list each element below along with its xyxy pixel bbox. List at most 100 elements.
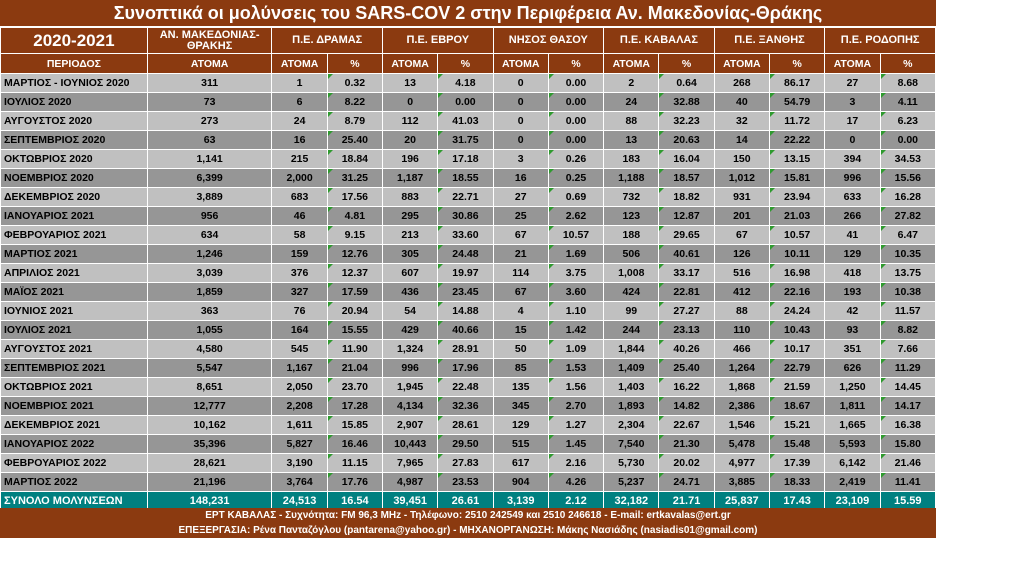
percent-cell: 22.67 [659, 416, 714, 434]
percent-cell: 27.27 [659, 302, 714, 320]
people-cell: 85 [493, 359, 548, 377]
percent-cell: 25.40 [659, 359, 714, 377]
people-cell: 1,868 [714, 378, 769, 396]
people-cell: 506 [604, 245, 659, 263]
percent-cell: 11.41 [880, 473, 935, 491]
table-title: Συνοπτικά οι μολύνσεις του SARS-COV 2 στ… [0, 0, 936, 26]
people-cell: 5,730 [604, 454, 659, 472]
table-row: ΜΑΡΤΙΟΣ - ΙΟΥΝΙΟΣ 2020 311 1 0.32 13 4.18 0 0.0… [1, 74, 935, 92]
percent-cell: 22.71 [438, 188, 493, 206]
people-cell: 0 [493, 131, 548, 149]
period-cell: ΦΕΒΡΟΥΑΡΙΟΣ 2022 [1, 454, 147, 472]
period-cell: ΦΕΒΡΟΥΑΡΙΟΣ 2021 [1, 226, 147, 244]
percent-cell: 15.55 [327, 321, 382, 339]
total-region-cell: 21,196 [147, 473, 272, 491]
people-cell: 215 [272, 150, 327, 168]
footer: ΕΡΤ ΚΑΒΑΛΑΣ - Συχνότητα: FM 96,3 MHz - Τ… [0, 508, 936, 538]
people-cell: 2,304 [604, 416, 659, 434]
percent-cell: 10.17 [770, 340, 825, 358]
percent-cell: 31.75 [438, 131, 493, 149]
percent-cell: 14.45 [880, 378, 935, 396]
percent-cell: 15.56 [880, 169, 935, 187]
region-header-kavala: Π.Ε. ΚΑΒΑΛΑΣ [604, 28, 714, 53]
percent-cell: 12.37 [327, 264, 382, 282]
region-header-rodopi: Π.Ε. ΡΟΔΟΠΗΣ [825, 28, 935, 53]
people-cell: 112 [383, 112, 438, 130]
percent-cell: 24.48 [438, 245, 493, 263]
people-cell: 244 [604, 321, 659, 339]
percent-cell: 40.61 [659, 245, 714, 263]
people-cell: 13 [383, 74, 438, 92]
total-region-cell: 10,162 [147, 416, 272, 434]
people-cell: 883 [383, 188, 438, 206]
percent-cell: 15.81 [770, 169, 825, 187]
people-cell: 21 [493, 245, 548, 263]
percent-cell: 8.82 [880, 321, 935, 339]
percent-cell: 26.61 [438, 492, 493, 510]
total-region-cell: 3,889 [147, 188, 272, 206]
percent-cell: 0.00 [548, 131, 604, 149]
percent-cell: 18.84 [327, 150, 382, 168]
people-cell: 1,167 [272, 359, 327, 377]
people-cell: 394 [825, 150, 880, 168]
percent-cell: 21.46 [880, 454, 935, 472]
percent-cell: 14.82 [659, 397, 714, 415]
percent-cell: 16.38 [880, 416, 935, 434]
percent-cell: 12.87 [659, 207, 714, 225]
percent-cell: 23.13 [659, 321, 714, 339]
percent-cell: 8.68 [880, 74, 935, 92]
percent-cell: 22.79 [770, 359, 825, 377]
people-cell: 67 [493, 226, 548, 244]
period-cell: ΙΑΝΟΥΑΡΙΟΣ 2022 [1, 435, 147, 453]
percent-cell: 4.18 [438, 74, 493, 92]
people-cell: 607 [383, 264, 438, 282]
people-header: ΑΤΟΜΑ [272, 54, 327, 73]
people-cell: 93 [825, 321, 880, 339]
table-row: ΜΑΡΤΙΟΣ 2022 21,196 3,764 17.76 4,987 23.53 90… [1, 473, 935, 491]
people-cell: 1,546 [714, 416, 769, 434]
people-cell: 24 [604, 93, 659, 111]
people-cell: 996 [825, 169, 880, 187]
people-header: ΑΤΟΜΑ [383, 54, 438, 73]
people-cell: 626 [825, 359, 880, 377]
people-header: ΑΤΟΜΑ [147, 54, 272, 73]
percent-cell: 0.32 [327, 74, 382, 92]
people-cell: 2 [604, 74, 659, 92]
people-cell: 50 [493, 340, 548, 358]
people-cell: 3,139 [493, 492, 548, 510]
people-cell: 436 [383, 283, 438, 301]
percent-cell: 4.81 [327, 207, 382, 225]
percent-cell: 15.80 [880, 435, 935, 453]
period-cell: ΔΕΚΕΜΒΡΙΟΣ 2021 [1, 416, 147, 434]
percent-header: % [548, 54, 604, 73]
percent-cell: 17.28 [327, 397, 382, 415]
percent-cell: 21.30 [659, 435, 714, 453]
total-region-cell: 1,859 [147, 283, 272, 301]
percent-cell: 33.60 [438, 226, 493, 244]
percent-cell: 8.22 [327, 93, 382, 111]
percent-cell: 0.25 [548, 169, 604, 187]
percent-cell: 17.56 [327, 188, 382, 206]
percent-cell: 0.00 [548, 112, 604, 130]
people-cell: 1,188 [604, 169, 659, 187]
people-header: ΑΤΟΜΑ [825, 54, 880, 73]
period-cell: ΟΚΤΩΒΡΙΟΣ 2020 [1, 150, 147, 168]
percent-header: % [438, 54, 493, 73]
percent-cell: 30.86 [438, 207, 493, 225]
people-cell: 732 [604, 188, 659, 206]
percent-cell: 23.94 [770, 188, 825, 206]
percent-cell: 11.57 [880, 302, 935, 320]
percent-cell: 19.97 [438, 264, 493, 282]
percent-header: % [770, 54, 825, 73]
table-row: ΝΟΕΜΒΡΙΟΣ 2021 12,777 2,208 17.28 4,134 32.36… [1, 397, 935, 415]
period-cell: ΜΑΡΤΙΟΣ 2022 [1, 473, 147, 491]
percent-header: % [880, 54, 935, 73]
percent-cell: 2.70 [548, 397, 604, 415]
percent-cell: 17.43 [770, 492, 825, 510]
percent-cell: 28.61 [438, 416, 493, 434]
table-row: ΝΟΕΜΒΡΙΟΣ 2020 6,399 2,000 31.25 1,187 18.55 1… [1, 169, 935, 187]
people-cell: 3,190 [272, 454, 327, 472]
table-row: ΦΕΒΡΟΥΑΡΙΟΣ 2021 634 58 9.15 213 33.60 67 10.57… [1, 226, 935, 244]
people-cell: 515 [493, 435, 548, 453]
period-cell: ΙΟΥΛΙΟΣ 2020 [1, 93, 147, 111]
